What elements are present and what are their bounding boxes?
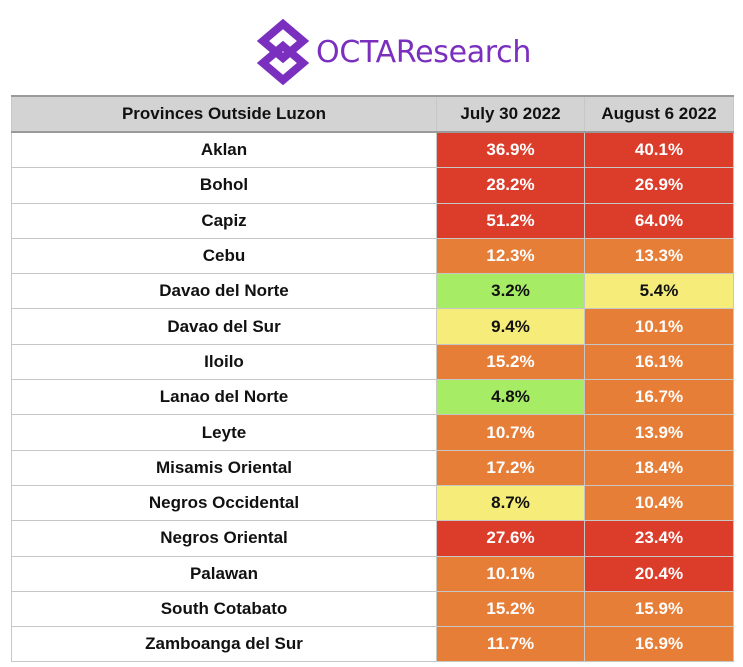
table-row: Negros Oriental 27.6% 23.4% [11, 520, 734, 557]
positivity-aug6-cell: 20.4% [584, 555, 734, 592]
positivity-jul30-cell: 11.7% [436, 626, 585, 663]
positivity-jul30-cell: 12.3% [436, 237, 585, 275]
positivity-jul30-cell: 10.7% [436, 414, 585, 451]
positivity-aug6-cell: 18.4% [584, 449, 734, 486]
logo-text: OCTAResearch [316, 34, 532, 70]
octa-logo: OCTAResearch [256, 17, 531, 87]
table-row: Misamis Oriental 17.2% 18.4% [11, 449, 734, 486]
table-row: South Cotabato 15.2% 15.9% [11, 590, 734, 628]
positivity-jul30-cell: 10.1% [436, 555, 585, 592]
positivity-jul30-cell: 8.7% [436, 484, 585, 522]
positivity-aug6-cell: 13.3% [584, 237, 734, 275]
table-row: Iloilo 15.2% 16.1% [11, 343, 734, 381]
positivity-jul30-cell: 17.2% [436, 449, 585, 486]
positivity-aug6-cell: 10.1% [584, 308, 734, 345]
province-name: Negros Oriental [11, 520, 437, 557]
positivity-jul30-cell: 3.2% [436, 273, 585, 310]
table-row: Zamboanga del Sur 11.7% 16.9% [11, 626, 734, 663]
province-name: Aklan [11, 131, 437, 169]
octa-diamond-logo-icon [256, 19, 310, 85]
positivity-table: Provinces Outside Luzon July 30 2022 Aug… [11, 95, 734, 663]
province-name: South Cotabato [11, 590, 437, 628]
positivity-jul30-cell: 36.9% [436, 131, 585, 169]
table-row: Davao del Norte 3.2% 5.4% [11, 273, 734, 310]
province-name: Cebu [11, 237, 437, 275]
positivity-aug6-cell: 16.1% [584, 343, 734, 381]
table-row: Davao del Sur 9.4% 10.1% [11, 308, 734, 345]
province-name: Lanao del Norte [11, 379, 437, 416]
province-name: Iloilo [11, 343, 437, 381]
positivity-jul30-cell: 15.2% [436, 343, 585, 381]
positivity-aug6-cell: 23.4% [584, 520, 734, 557]
positivity-jul30-cell: 28.2% [436, 167, 585, 204]
table-row: Lanao del Norte 4.8% 16.7% [11, 379, 734, 416]
positivity-jul30-cell: 4.8% [436, 379, 585, 416]
province-name: Misamis Oriental [11, 449, 437, 486]
positivity-jul30-cell: 51.2% [436, 202, 585, 239]
positivity-aug6-cell: 26.9% [584, 167, 734, 204]
positivity-aug6-cell: 13.9% [584, 414, 734, 451]
table-row: Capiz 51.2% 64.0% [11, 202, 734, 239]
header-row: Provinces Outside Luzon July 30 2022 Aug… [11, 95, 734, 133]
table-row: Palawan 10.1% 20.4% [11, 555, 734, 592]
column-header-aug6: August 6 2022 [584, 95, 734, 133]
positivity-aug6-cell: 40.1% [584, 131, 734, 169]
province-name: Negros Occidental [11, 484, 437, 522]
positivity-aug6-cell: 10.4% [584, 484, 734, 522]
province-name: Palawan [11, 555, 437, 592]
positivity-aug6-cell: 5.4% [584, 273, 734, 310]
positivity-aug6-cell: 16.9% [584, 626, 734, 663]
positivity-aug6-cell: 15.9% [584, 590, 734, 628]
province-name: Davao del Sur [11, 308, 437, 345]
positivity-aug6-cell: 16.7% [584, 379, 734, 416]
province-name: Bohol [11, 167, 437, 204]
table-row: Leyte 10.7% 13.9% [11, 414, 734, 451]
positivity-aug6-cell: 64.0% [584, 202, 734, 239]
province-name: Davao del Norte [11, 273, 437, 310]
province-name: Leyte [11, 414, 437, 451]
table-row: Cebu 12.3% 13.3% [11, 237, 734, 275]
positivity-jul30-cell: 15.2% [436, 590, 585, 628]
column-header-jul30: July 30 2022 [436, 95, 585, 133]
column-header-province: Provinces Outside Luzon [11, 95, 437, 133]
positivity-jul30-cell: 9.4% [436, 308, 585, 345]
province-name: Zamboanga del Sur [11, 626, 437, 663]
positivity-jul30-cell: 27.6% [436, 520, 585, 557]
table-row: Aklan 36.9% 40.1% [11, 131, 734, 169]
table-row: Bohol 28.2% 26.9% [11, 167, 734, 204]
province-name: Capiz [11, 202, 437, 239]
table-row: Negros Occidental 8.7% 10.4% [11, 484, 734, 522]
